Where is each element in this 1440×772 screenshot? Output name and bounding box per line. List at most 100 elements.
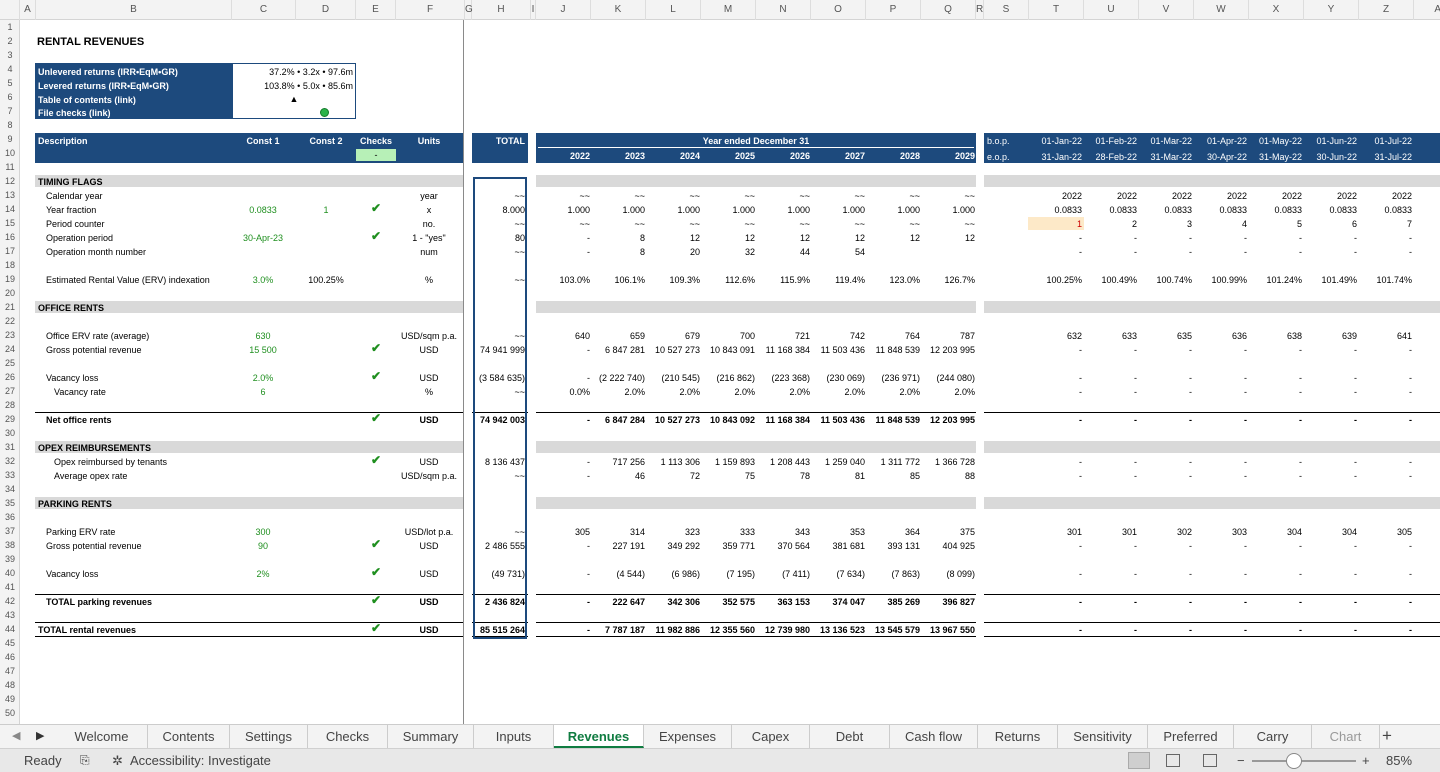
column-header-d[interactable]: D	[296, 0, 356, 20]
annual-value-cell[interactable]: 10 843 091	[709, 345, 755, 355]
column-header-t[interactable]: T	[1029, 0, 1084, 20]
annual-value-cell[interactable]: 88	[964, 471, 975, 481]
monthly-value-cell[interactable]: -	[1244, 457, 1247, 467]
column-header-j[interactable]: J	[536, 0, 591, 20]
monthly-value-cell[interactable]: 2022	[1116, 191, 1137, 201]
monthly-value-cell[interactable]: 305	[1396, 527, 1412, 537]
annual-value-cell[interactable]: 11 503 436	[820, 345, 865, 355]
monthly-value-cell[interactable]: -	[1134, 387, 1137, 397]
column-header-a[interactable]: A	[20, 0, 36, 20]
monthly-value-cell[interactable]: -	[1244, 387, 1247, 397]
column-header-i[interactable]: I	[531, 0, 536, 20]
zoom-slider-track[interactable]	[1252, 760, 1356, 762]
column-header-x[interactable]: X	[1249, 0, 1304, 20]
annual-value-cell[interactable]: 1.000	[897, 205, 920, 215]
monthly-value-cell[interactable]: -	[1354, 471, 1357, 481]
annual-value-cell[interactable]: ~~	[634, 219, 645, 229]
monthly-value-cell[interactable]: -	[1079, 569, 1082, 579]
annual-value-cell[interactable]: -	[587, 597, 590, 607]
monthly-value-cell[interactable]: -	[1244, 415, 1247, 425]
column-header-e[interactable]: E	[356, 0, 396, 20]
total-cell[interactable]: 8 136 437	[484, 457, 525, 467]
monthly-value-cell[interactable]: -	[1354, 415, 1357, 425]
worksheet-grid[interactable]: RENTAL REVENUES Unlevered returns (IRR•E…	[20, 20, 1440, 724]
row-header-11[interactable]: 11	[5, 162, 15, 172]
monthly-value-cell[interactable]: -	[1244, 541, 1247, 551]
page-layout-view-icon[interactable]	[1166, 754, 1180, 767]
monthly-value-cell[interactable]: -	[1244, 569, 1247, 579]
annual-value-cell[interactable]: 333	[739, 527, 755, 537]
row-header-47[interactable]: 47	[4, 666, 15, 676]
const1-input[interactable]: 630	[255, 331, 271, 341]
row-header-46[interactable]: 46	[4, 652, 15, 662]
monthly-value-cell[interactable]: -	[1244, 345, 1247, 355]
monthly-value-cell[interactable]: 7	[1406, 219, 1412, 229]
monthly-value-cell[interactable]: -	[1079, 471, 1082, 481]
monthly-value-cell[interactable]: -	[1189, 625, 1192, 635]
monthly-value-cell[interactable]: 0.0833	[1329, 205, 1357, 215]
column-header-l[interactable]: L	[646, 0, 701, 20]
monthly-value-cell[interactable]: 100.99%	[1211, 275, 1247, 285]
monthly-value-cell[interactable]: -	[1409, 233, 1412, 243]
column-header-o[interactable]: O	[811, 0, 866, 20]
annual-value-cell[interactable]: 2.0%	[899, 387, 920, 397]
annual-value-cell[interactable]: 717 256	[612, 457, 645, 467]
annual-value-cell[interactable]: 1.000	[787, 205, 810, 215]
const1-input[interactable]: 2.0%	[252, 373, 274, 383]
annual-value-cell[interactable]: ~~	[854, 191, 865, 201]
row-header-49[interactable]: 49	[4, 694, 15, 704]
monthly-value-cell[interactable]: -	[1299, 387, 1302, 397]
annual-value-cell[interactable]: 12	[689, 233, 700, 243]
annual-value-cell[interactable]: (7 634)	[836, 569, 865, 579]
annual-value-cell[interactable]: 11 503 436	[820, 415, 865, 425]
annual-value-cell[interactable]: 119.4%	[835, 275, 865, 285]
monthly-value-cell[interactable]: -	[1409, 373, 1412, 383]
row-header-1[interactable]: 1	[7, 22, 13, 32]
annual-value-cell[interactable]: 20	[689, 247, 700, 257]
total-cell[interactable]: ~~	[514, 471, 525, 481]
column-header-h[interactable]: H	[472, 0, 531, 20]
annual-value-cell[interactable]: 742	[849, 331, 865, 341]
row-header-34[interactable]: 34	[4, 484, 15, 494]
monthly-value-cell[interactable]: 0.0833	[1384, 205, 1412, 215]
total-cell[interactable]: (3 584 635)	[478, 373, 525, 383]
annual-value-cell[interactable]: 13 136 523	[819, 625, 865, 635]
annual-value-cell[interactable]: 222 647	[612, 597, 645, 607]
monthly-value-cell[interactable]: -	[1354, 457, 1357, 467]
annual-value-cell[interactable]: -	[587, 625, 590, 635]
monthly-value-cell[interactable]: 304	[1286, 527, 1302, 537]
annual-value-cell[interactable]: ~~	[964, 191, 975, 201]
annual-value-cell[interactable]: 1.000	[732, 205, 755, 215]
annual-value-cell[interactable]: 10 527 273	[654, 415, 700, 425]
monthly-value-cell[interactable]: 2022	[1336, 191, 1357, 201]
annual-value-cell[interactable]: -	[587, 415, 590, 425]
monthly-value-cell[interactable]: -	[1189, 597, 1192, 607]
row-header-41[interactable]: 41	[4, 582, 15, 592]
row-header-37[interactable]: 37	[4, 526, 15, 536]
row-header-15[interactable]: 15	[4, 218, 15, 228]
annual-value-cell[interactable]: 11 168 384	[765, 415, 810, 425]
monthly-value-cell[interactable]: -	[1409, 541, 1412, 551]
row-header-10[interactable]: 10	[4, 148, 15, 158]
monthly-value-cell[interactable]: -	[1189, 345, 1192, 355]
column-header-y[interactable]: Y	[1304, 0, 1359, 20]
monthly-value-cell[interactable]: -	[1299, 345, 1302, 355]
sheet-tab-checks[interactable]: Checks	[308, 725, 388, 748]
annual-value-cell[interactable]: 11 982 886	[655, 625, 700, 635]
monthly-value-cell[interactable]: -	[1299, 247, 1302, 257]
annual-value-cell[interactable]: (7 195)	[726, 569, 755, 579]
monthly-value-cell[interactable]: -	[1354, 387, 1357, 397]
monthly-value-cell[interactable]: -	[1134, 569, 1137, 579]
monthly-value-cell[interactable]: 301	[1121, 527, 1137, 537]
annual-value-cell[interactable]: 115.9%	[780, 275, 810, 285]
monthly-value-cell[interactable]: -	[1299, 415, 1302, 425]
annual-value-cell[interactable]: 13 967 550	[929, 625, 975, 635]
sheet-tab-summary[interactable]: Summary	[388, 725, 474, 748]
monthly-value-cell[interactable]: -	[1244, 625, 1247, 635]
annual-value-cell[interactable]: -	[587, 457, 590, 467]
annual-value-cell[interactable]: 1 366 728	[934, 457, 975, 467]
monthly-value-cell[interactable]: -	[1134, 457, 1137, 467]
monthly-value-cell[interactable]: -	[1134, 625, 1137, 635]
total-cell[interactable]: 74 942 003	[479, 415, 525, 425]
column-header-c[interactable]: C	[232, 0, 296, 20]
